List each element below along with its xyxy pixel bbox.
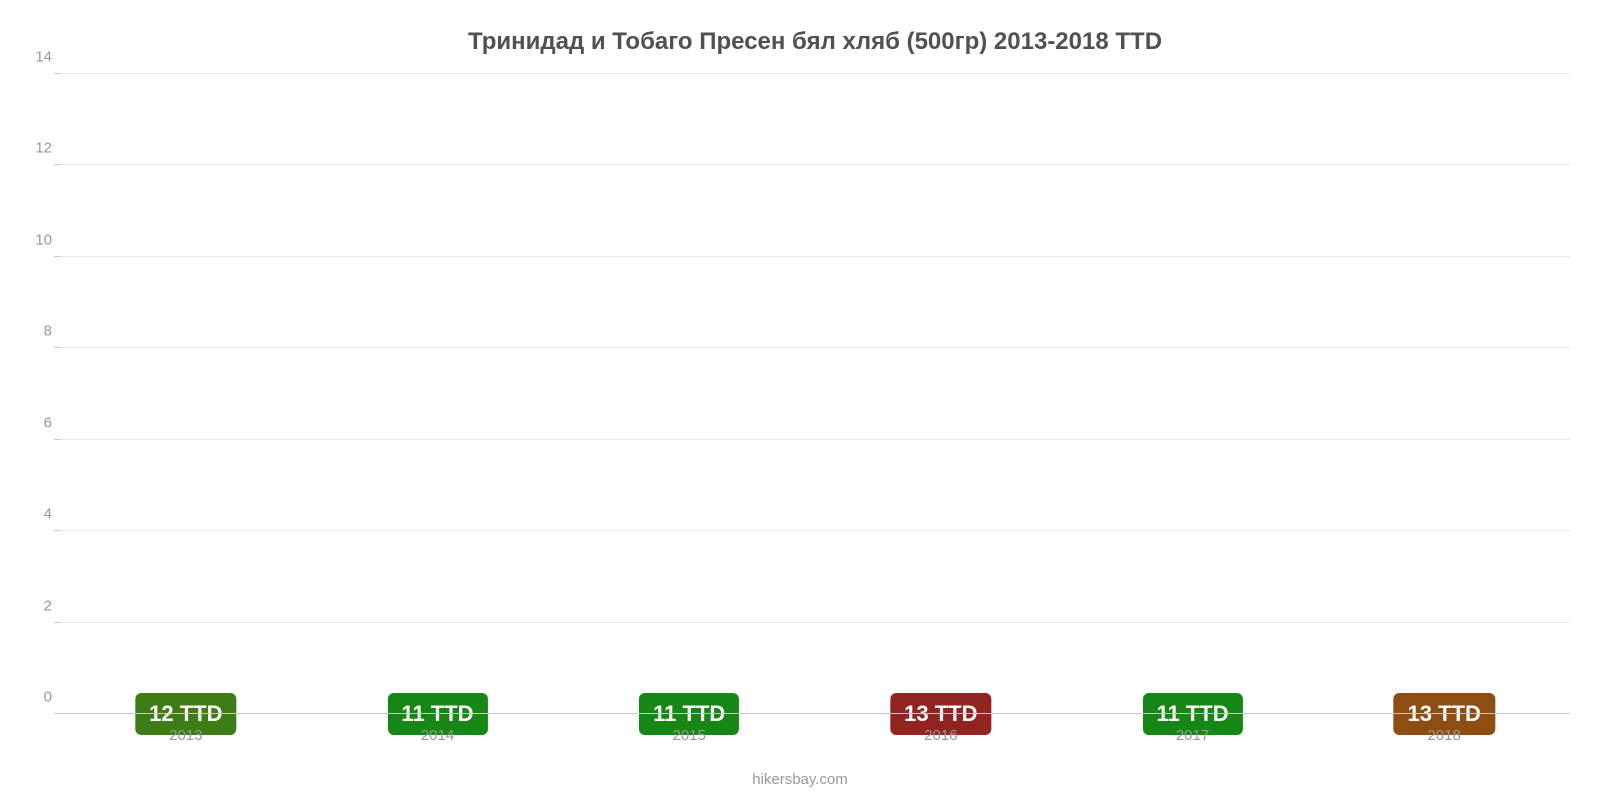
gridline bbox=[60, 622, 1570, 623]
gridline bbox=[60, 347, 1570, 348]
x-axis-label: 2013 bbox=[60, 727, 312, 744]
y-tick bbox=[54, 622, 60, 623]
y-axis-label: 2 bbox=[22, 597, 52, 614]
y-axis-label: 12 bbox=[22, 140, 52, 157]
gridline bbox=[60, 73, 1570, 74]
bar-chart: Тринидад и Тобаго Пресен бял хляб (500гр… bbox=[0, 0, 1600, 800]
gridline bbox=[60, 439, 1570, 440]
y-tick bbox=[54, 347, 60, 348]
footer-credit: hikersbay.com bbox=[0, 771, 1600, 788]
x-axis-label: 2018 bbox=[1318, 727, 1570, 744]
y-axis-label: 4 bbox=[22, 506, 52, 523]
x-axis-labels: 201320142015201620172018 bbox=[60, 727, 1570, 744]
y-axis-label: 6 bbox=[22, 414, 52, 431]
plot-area: 12 TTD11 TTD11 TTD13 TTD11 TTD13 TTD 201… bbox=[60, 74, 1570, 714]
y-axis-label: 10 bbox=[22, 231, 52, 248]
bars-container: 12 TTD11 TTD11 TTD13 TTD11 TTD13 TTD bbox=[60, 74, 1570, 714]
y-tick bbox=[54, 164, 60, 165]
x-axis-line bbox=[54, 713, 1570, 714]
x-axis-label: 2016 bbox=[815, 727, 1067, 744]
y-tick bbox=[54, 256, 60, 257]
gridline bbox=[60, 164, 1570, 165]
chart-title: Тринидад и Тобаго Пресен бял хляб (500гр… bbox=[60, 28, 1570, 56]
gridline bbox=[60, 530, 1570, 531]
gridline bbox=[60, 256, 1570, 257]
y-tick bbox=[54, 439, 60, 440]
y-axis-label: 8 bbox=[22, 323, 52, 340]
x-axis-label: 2014 bbox=[312, 727, 564, 744]
y-tick bbox=[54, 530, 60, 531]
x-axis-label: 2015 bbox=[563, 727, 815, 744]
y-tick bbox=[54, 713, 60, 714]
y-tick bbox=[54, 73, 60, 74]
y-axis-label: 0 bbox=[22, 689, 52, 706]
x-axis-label: 2017 bbox=[1067, 727, 1319, 744]
y-axis-label: 14 bbox=[22, 49, 52, 66]
